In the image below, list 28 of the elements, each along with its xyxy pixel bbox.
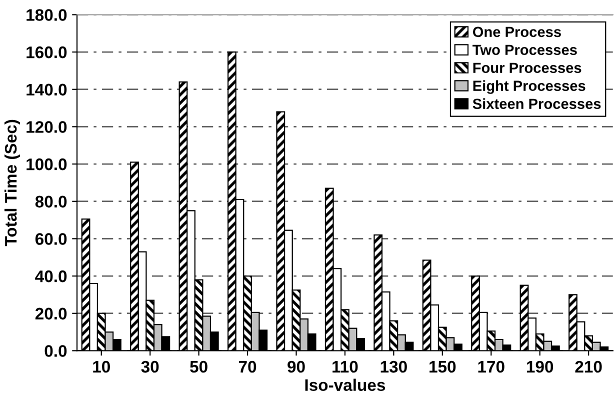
y-tick-label: 120.0 [26,121,67,133]
legend-label: One Process [472,26,561,38]
legend-label: Eight Processes [473,80,586,94]
x-tick-label: 210 [575,360,602,373]
y-tick-label: 0.0 [44,345,67,357]
x-tick-label: 50 [190,360,208,373]
y-tick-label: 180.0 [26,9,67,21]
x-tick-label: 10 [93,360,110,373]
y-tick-label: 100.0 [26,158,67,170]
y-tick-label: 20.0 [35,308,67,320]
y-tick-label: 160.0 [26,46,67,58]
legend-label: Four Processes [473,62,582,74]
x-tick-label: 30 [141,360,159,373]
y-tick-label: 60.0 [35,233,67,245]
x-tick-label: 170 [478,360,504,373]
x-tick-label: 130 [380,360,407,373]
y-axis-title: Total Time (Sec) [4,120,20,246]
x-tick-label: 190 [526,360,554,373]
y-tick-label: 140.0 [26,84,67,96]
y-tick-label: 40.0 [35,270,67,282]
x-tick-label: 70 [238,360,256,373]
y-tick-label: 80.0 [35,196,67,208]
legend-label: Sixteen Processes [472,98,601,110]
x-tick-label: 90 [288,360,305,373]
legend-label: Two Processes [472,44,577,56]
x-axis-title: Iso-values [305,378,386,391]
x-tick-label: 150 [430,360,456,373]
x-tick-label: 110 [332,360,358,373]
